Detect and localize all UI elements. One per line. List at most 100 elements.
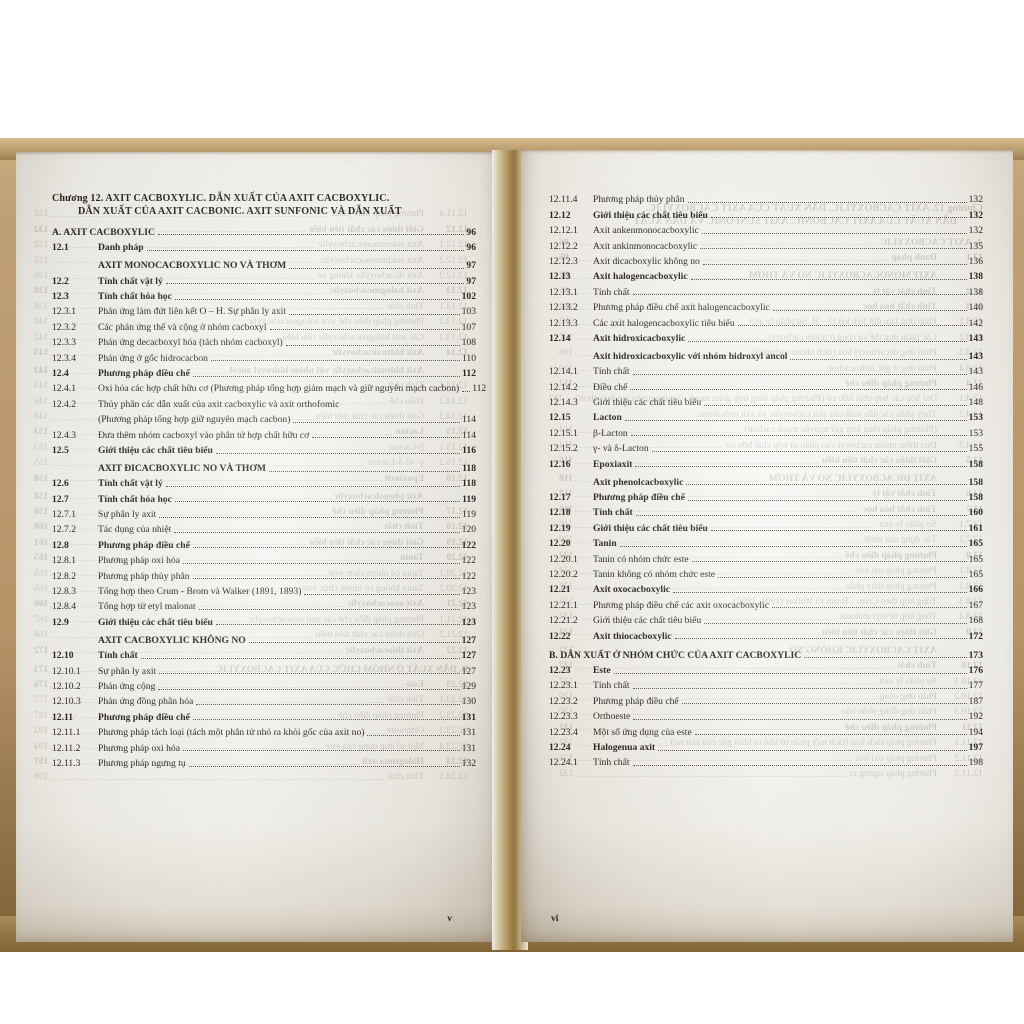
toc-entry-page: 97 [466, 260, 476, 272]
leader-dots [704, 622, 967, 624]
toc-entry-page: 155 [968, 443, 983, 455]
toc-entry[interactable]: 12.20.2 Tanin không có nhóm chức este 165 [549, 569, 983, 580]
toc-entry[interactable]: 12.14.1 Tính chất 143 [549, 366, 983, 377]
toc-entry-page: 110 [461, 352, 476, 364]
toc-entry[interactable]: B. DẪN XUẤT Ở NHÓM CHỨC CỦA AXIT CACBOXY… [549, 650, 983, 661]
toc-entry[interactable]: 12.20 Tanin 165 [549, 538, 983, 549]
toc-entry[interactable]: 12.11.1 Phương pháp tách loại (tách một p… [52, 727, 476, 738]
toc-entry[interactable]: 12.9 Giới thiệu các chất tiêu biểu 123 [52, 617, 476, 628]
toc-entry[interactable]: AXIT MONOCACBOXYLIC NO VÀ THƠM 97 [52, 260, 476, 271]
showthrough-text[interactable]: 12.11.3 Phương pháp ngưng tụ 132 [559, 768, 983, 779]
toc-entry-label: Các phản ứng thế và cộng ở nhóm cacboxyl [98, 321, 267, 333]
toc-entry[interactable]: Axit hidroxicacboxylic với nhóm hidroxyl… [549, 351, 983, 362]
toc-entry[interactable]: 12.21.1 Phương pháp điều chế các axit oxo… [549, 600, 983, 611]
toc-entry[interactable]: 12.22 Axit thiocacboxylic 172 [549, 631, 983, 642]
toc-entry[interactable]: 12.17 Phương pháp điều chế 158 [549, 492, 983, 503]
toc-entry[interactable]: 12.10 Tính chất 127 [52, 650, 476, 661]
toc-entry-number: 12.23.1 [549, 680, 578, 692]
toc-entry[interactable]: 12.1 Danh pháp 96 [52, 242, 476, 253]
toc-entry[interactable]: 12.3.4 Phản ứng ở gốc hidrocacbon 110 [52, 353, 476, 364]
toc-entry[interactable]: 12.13.3 Các axit halogencacboxylic tiêu b… [549, 318, 983, 329]
toc-entry[interactable]: 12.2 Tính chất vật lý 97 [52, 276, 476, 287]
toc-entry[interactable]: 12.12.2 Axit ankinmonocacboxylic 135 [549, 241, 983, 252]
toc-entry[interactable]: AXIT CACBOXYLIC KHÔNG NO 127 [52, 635, 476, 646]
toc-entry[interactable]: 12.8.4 Tổng hợp từ etyl malonat 123 [52, 601, 476, 612]
toc-entry[interactable]: AXIT ĐICACBOXYLIC NO VÀ THƠM 118 [52, 463, 476, 474]
toc-entry-label: Tính chất vật lý [98, 275, 163, 287]
toc-entry-label: Phương pháp điều chế [593, 695, 679, 707]
toc-entry[interactable]: 12.11.4 Phương pháp thủy phân 132 [549, 194, 983, 205]
showthrough-text[interactable]: 12.24.1 Tính chất 198 [34, 771, 468, 782]
toc-entry[interactable]: 12.21 Axit oxocacboxylic 166 [549, 584, 983, 595]
toc-entry-number: 12.20.2 [549, 568, 578, 580]
toc-entry[interactable]: 12.24.1 Tính chất 198 [549, 757, 983, 768]
toc-entry-page: 129 [461, 680, 476, 692]
toc-entry[interactable]: 12.3.1 Phản ứng làm đứt liên kết O – H. S… [52, 306, 476, 317]
toc-entry[interactable]: 12.15.1 β-Lacton 153 [549, 428, 983, 439]
toc-entry[interactable]: 12.5 Giới thiệu các chất tiêu biểu 116 [52, 445, 476, 456]
toc-entry[interactable]: 12.11.2 Phương pháp oxi hóa 131 [52, 743, 476, 754]
toc-entry-page: 136 [968, 255, 983, 267]
toc-entry[interactable]: 12.23.3 Orthoeste 192 [549, 711, 983, 722]
leader-dots [688, 340, 967, 342]
toc-entry[interactable]: 12.10.3 Phản ứng đồng phân hóa 130 [52, 696, 476, 707]
showthrough-text: 155 [34, 457, 49, 469]
toc-entry[interactable]: 12.11.3 Phương pháp ngưng tụ 132 [52, 758, 476, 769]
toc-entry-page: 177 [968, 680, 983, 692]
toc-entry[interactable]: A. AXIT CACBOXYLIC 96 [52, 227, 476, 238]
toc-entry[interactable]: 12.8.1 Phương pháp oxi hóa 122 [52, 555, 476, 566]
right-page-toc: 12.11.4 Phương pháp thủy phân 132 12.12 Giới… [549, 190, 983, 768]
toc-entry[interactable]: 12.4.1 Oxi hóa các hợp chất hữu cơ (Phươn… [52, 383, 486, 394]
toc-entry[interactable]: 12.23 Este 176 [549, 665, 983, 676]
toc-entry[interactable]: 12.12 Giới thiệu các chất tiêu biểu 132 [549, 210, 983, 221]
toc-entry[interactable]: 12.14.3 Giới thiệu các chất tiêu biểu 148 [549, 397, 983, 408]
toc-entry[interactable]: 12.16 Epoxiaxit 158 [549, 459, 983, 470]
toc-entry-label: Tính chất hóa học [98, 290, 172, 302]
toc-entry[interactable]: 12.15 Lacton 153 [549, 412, 983, 423]
showthrough-text: 143 [34, 346, 49, 358]
toc-entry[interactable]: 12.8.2 Phương pháp thủy phân 122 [52, 571, 476, 582]
toc-entry-label: Các axit halogencacboxylic tiêu biểu [593, 317, 735, 329]
toc-entry[interactable]: 12.15.2 γ- và δ-Lacton 155 [549, 443, 983, 454]
toc-entry-number: 12.23.3 [549, 711, 578, 723]
toc-entry[interactable]: 12.7.1 Sự phân ly axit 119 [52, 509, 476, 520]
toc-entry[interactable]: 12.3.2 Các phản ứng thế và cộng ở nhóm ca… [52, 322, 476, 333]
toc-entry[interactable]: 12.13.2 Phương pháp điều chế axit halogen… [549, 302, 983, 313]
toc-entry[interactable]: 12.24 Halogenua axit 197 [549, 742, 983, 753]
toc-entry[interactable]: 12.13 Axit halogencacboxylic 138 [549, 271, 983, 282]
toc-entry[interactable]: 12.23.4 Một số ứng dụng của este 194 [549, 727, 983, 738]
toc-entry[interactable]: 12.13.1 Tính chất 138 [549, 287, 983, 298]
toc-entry-page: 122 [461, 570, 476, 582]
leader-dots [701, 232, 967, 234]
toc-entry[interactable]: 12.12.1 Axit ankenmonocacboxylic 132 [549, 225, 983, 236]
toc-entry[interactable]: 12.12.3 Axit dicacboxylic không no 136 [549, 256, 983, 267]
showthrough-text: 158 [34, 472, 49, 484]
toc-entry[interactable]: 12.19 Giới thiệu các chất tiêu biểu 161 [549, 523, 983, 534]
toc-entry[interactable]: 12.10.1 Sự phân ly axit 127 [52, 666, 476, 677]
showthrough-text: 135 [34, 254, 49, 266]
toc-entry[interactable]: 12.4.2 Thủy phân các dẫn xuất của axit ca… [52, 399, 476, 425]
toc-entry[interactable]: 12.7.2 Tác dụng của nhiệt 120 [52, 524, 476, 535]
toc-entry[interactable]: 12.14 Axit hidroxicacboxylic 143 [549, 333, 983, 344]
toc-entry[interactable]: 12.4 Phương pháp điều chế 112 [52, 368, 476, 379]
toc-entry[interactable]: 12.3 Tính chất hóa học 102 [52, 291, 476, 302]
toc-entry[interactable]: 12.4.3 Đưa thêm nhóm cacboxyl vào phân tử… [52, 430, 476, 441]
toc-entry[interactable]: 12.7 Tính chất hóa học 119 [52, 494, 476, 505]
toc-entry[interactable]: 12.18 Tính chất 160 [549, 507, 983, 518]
toc-entry[interactable]: 12.8 Phương pháp điều chế 122 [52, 540, 476, 551]
toc-entry-page: 127 [461, 665, 476, 677]
toc-entry[interactable]: 12.10.2 Phản ứng cộng 129 [52, 681, 476, 692]
toc-entry[interactable]: 12.14.2 Điều chế 146 [549, 382, 983, 393]
toc-entry[interactable]: 12.8.3 Tổng hợp theo Crum - Brom và Walke… [52, 586, 476, 597]
toc-entry-page: 143 [968, 350, 983, 362]
toc-entry[interactable]: 12.6 Tính chất vật lý 118 [52, 478, 476, 489]
leader-dots [198, 609, 460, 611]
toc-entry[interactable]: 12.23.2 Phương pháp điều chế 187 [549, 696, 983, 707]
toc-entry[interactable]: 12.11 Phương pháp điều chế 131 [52, 712, 476, 723]
toc-entry[interactable]: 12.3.3 Phản ứng decacboxyl hóa (tách nhóm… [52, 337, 476, 348]
toc-entry[interactable]: 12.23.1 Tính chất 177 [549, 680, 983, 691]
leader-dots [632, 373, 967, 375]
toc-entry[interactable]: 12.21.2 Giới thiệu các chất tiêu biểu 168 [549, 615, 983, 626]
toc-entry[interactable]: Axit phenolcacboxylic 158 [549, 477, 983, 488]
toc-entry[interactable]: 12.20.1 Tanin có nhóm chức este 165 [549, 554, 983, 565]
